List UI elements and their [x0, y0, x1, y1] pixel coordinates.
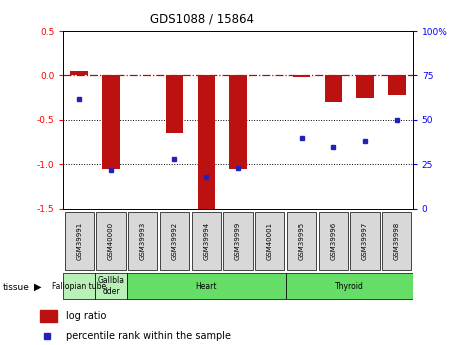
- Bar: [166, 76, 183, 133]
- Text: Gallbla
dder: Gallbla dder: [98, 276, 124, 296]
- Text: GSM39995: GSM39995: [299, 221, 304, 260]
- Text: GSM40001: GSM40001: [267, 221, 273, 260]
- FancyBboxPatch shape: [192, 211, 221, 270]
- Bar: [70, 71, 88, 76]
- Bar: [356, 76, 374, 98]
- Text: GSM39996: GSM39996: [330, 221, 336, 260]
- FancyBboxPatch shape: [160, 211, 189, 270]
- Text: log ratio: log ratio: [66, 311, 106, 321]
- FancyBboxPatch shape: [223, 211, 253, 270]
- FancyBboxPatch shape: [96, 211, 126, 270]
- Bar: [388, 76, 406, 95]
- Text: GSM39992: GSM39992: [172, 221, 177, 260]
- Bar: [229, 76, 247, 169]
- Text: percentile rank within the sample: percentile rank within the sample: [66, 331, 231, 341]
- Text: GSM39991: GSM39991: [76, 221, 82, 260]
- FancyBboxPatch shape: [127, 273, 286, 299]
- Bar: [102, 76, 120, 169]
- Text: GSM39997: GSM39997: [362, 221, 368, 260]
- Text: GSM39999: GSM39999: [235, 221, 241, 260]
- Bar: [293, 76, 310, 77]
- Text: GDS1088 / 15864: GDS1088 / 15864: [150, 12, 254, 25]
- FancyBboxPatch shape: [350, 211, 380, 270]
- FancyBboxPatch shape: [95, 273, 127, 299]
- FancyBboxPatch shape: [128, 211, 157, 270]
- FancyBboxPatch shape: [65, 211, 94, 270]
- Text: Heart: Heart: [196, 282, 217, 290]
- Text: GSM39993: GSM39993: [140, 221, 146, 260]
- Text: ▶: ▶: [34, 282, 41, 292]
- Text: Fallopian tube: Fallopian tube: [52, 282, 106, 290]
- Text: GSM39994: GSM39994: [203, 221, 209, 260]
- Text: GSM39998: GSM39998: [394, 221, 400, 260]
- Text: Thyroid: Thyroid: [335, 282, 363, 290]
- Bar: [325, 76, 342, 102]
- FancyBboxPatch shape: [63, 273, 95, 299]
- FancyBboxPatch shape: [255, 211, 284, 270]
- Bar: [40, 310, 57, 322]
- Text: GSM40000: GSM40000: [108, 221, 114, 260]
- FancyBboxPatch shape: [287, 211, 316, 270]
- FancyBboxPatch shape: [319, 211, 348, 270]
- Text: tissue: tissue: [2, 283, 29, 292]
- FancyBboxPatch shape: [286, 273, 413, 299]
- Bar: [197, 76, 215, 210]
- FancyBboxPatch shape: [382, 211, 411, 270]
